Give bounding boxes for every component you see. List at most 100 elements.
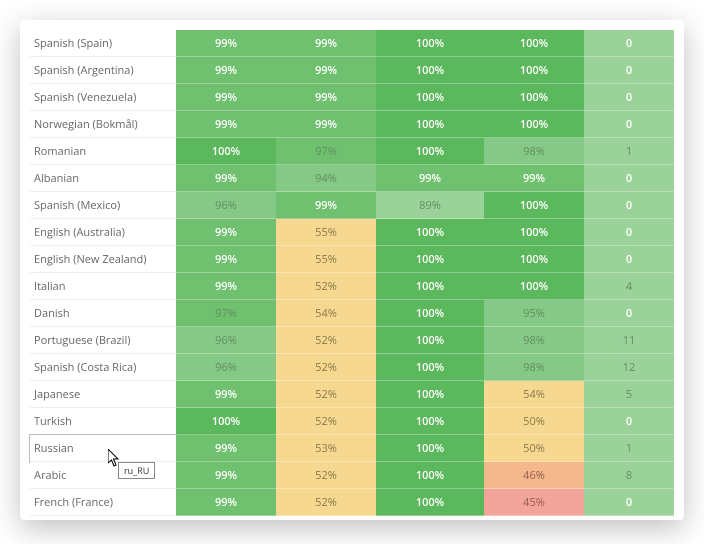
progress-cell[interactable]: 0: [584, 57, 674, 84]
progress-cell[interactable]: 52%: [276, 327, 376, 354]
progress-cell[interactable]: 1: [584, 435, 674, 462]
progress-cell[interactable]: 52%: [276, 354, 376, 381]
progress-cell[interactable]: 100%: [376, 381, 484, 408]
language-label[interactable]: French (France): [30, 489, 176, 516]
progress-cell[interactable]: 99%: [276, 84, 376, 111]
language-label[interactable]: Romanian: [30, 138, 176, 165]
progress-cell[interactable]: 97%: [276, 138, 376, 165]
progress-cell[interactable]: 100%: [376, 327, 484, 354]
progress-cell[interactable]: 52%: [276, 273, 376, 300]
progress-cell[interactable]: 45%: [484, 489, 584, 516]
table-row[interactable]: Norwegian (Bokmål)99%99%100%100%0: [30, 111, 674, 138]
progress-cell[interactable]: 99%: [176, 30, 276, 57]
progress-cell[interactable]: 8: [584, 462, 674, 489]
table-row[interactable]: Spanish (Costa Rica)96%52%100%98%12: [30, 354, 674, 381]
progress-cell[interactable]: 100%: [484, 219, 584, 246]
progress-cell[interactable]: 54%: [484, 381, 584, 408]
progress-cell[interactable]: 96%: [176, 192, 276, 219]
progress-cell[interactable]: 99%: [176, 273, 276, 300]
progress-cell[interactable]: 100%: [376, 111, 484, 138]
progress-cell[interactable]: 94%: [276, 165, 376, 192]
progress-cell[interactable]: 4: [584, 273, 674, 300]
progress-cell[interactable]: 0: [584, 111, 674, 138]
progress-cell[interactable]: 99%: [484, 165, 584, 192]
progress-cell[interactable]: 100%: [484, 57, 584, 84]
table-row[interactable]: Italian99%52%100%100%4: [30, 273, 674, 300]
progress-cell[interactable]: 100%: [376, 435, 484, 462]
progress-cell[interactable]: 99%: [276, 111, 376, 138]
table-row[interactable]: Romanian100%97%100%98%1: [30, 138, 674, 165]
table-row[interactable]: Spanish (Argentina)99%99%100%100%0: [30, 57, 674, 84]
progress-cell[interactable]: 11: [584, 327, 674, 354]
table-row[interactable]: Albanian99%94%99%99%0: [30, 165, 674, 192]
table-row[interactable]: English (New Zealand)99%55%100%100%0: [30, 246, 674, 273]
language-label[interactable]: English (Australia): [30, 219, 176, 246]
progress-cell[interactable]: 99%: [176, 381, 276, 408]
progress-cell[interactable]: 46%: [484, 462, 584, 489]
progress-cell[interactable]: 98%: [484, 354, 584, 381]
progress-cell[interactable]: 99%: [176, 435, 276, 462]
progress-cell[interactable]: 50%: [484, 408, 584, 435]
progress-cell[interactable]: 100%: [484, 192, 584, 219]
progress-cell[interactable]: 96%: [176, 327, 276, 354]
table-row[interactable]: Spanish (Mexico)96%99%89%100%0: [30, 192, 674, 219]
progress-cell[interactable]: 99%: [176, 57, 276, 84]
progress-cell[interactable]: 99%: [276, 192, 376, 219]
table-row[interactable]: Japanese99%52%100%54%5: [30, 381, 674, 408]
language-label[interactable]: Spanish (Spain): [30, 30, 176, 57]
table-row[interactable]: Russianru_RU99%53%100%50%1: [30, 435, 674, 462]
progress-cell[interactable]: 100%: [484, 246, 584, 273]
progress-cell[interactable]: 100%: [376, 273, 484, 300]
progress-cell[interactable]: 100%: [484, 273, 584, 300]
language-label[interactable]: Turkish: [30, 408, 176, 435]
progress-cell[interactable]: 100%: [176, 138, 276, 165]
progress-cell[interactable]: 0: [584, 84, 674, 111]
progress-cell[interactable]: 99%: [176, 84, 276, 111]
language-label[interactable]: Russianru_RU: [30, 435, 176, 462]
progress-cell[interactable]: 55%: [276, 219, 376, 246]
progress-cell[interactable]: 0: [584, 30, 674, 57]
progress-cell[interactable]: 99%: [176, 489, 276, 516]
progress-cell[interactable]: 100%: [376, 138, 484, 165]
table-row[interactable]: Turkish100%52%100%50%0: [30, 408, 674, 435]
table-row[interactable]: Spanish (Spain)99%99%100%100%0: [30, 30, 674, 57]
progress-cell[interactable]: 53%: [276, 435, 376, 462]
progress-cell[interactable]: 99%: [176, 246, 276, 273]
progress-cell[interactable]: 0: [584, 165, 674, 192]
progress-cell[interactable]: 96%: [176, 354, 276, 381]
language-label[interactable]: Italian: [30, 273, 176, 300]
progress-cell[interactable]: 0: [584, 246, 674, 273]
progress-cell[interactable]: 100%: [484, 30, 584, 57]
progress-cell[interactable]: 0: [584, 192, 674, 219]
progress-cell[interactable]: 89%: [376, 192, 484, 219]
language-label[interactable]: Japanese: [30, 381, 176, 408]
progress-cell[interactable]: 100%: [376, 246, 484, 273]
language-label[interactable]: Albanian: [30, 165, 176, 192]
table-row[interactable]: Danish97%54%100%95%0: [30, 300, 674, 327]
progress-cell[interactable]: 0: [584, 300, 674, 327]
progress-cell[interactable]: 12: [584, 354, 674, 381]
progress-cell[interactable]: 99%: [276, 57, 376, 84]
progress-cell[interactable]: 5: [584, 381, 674, 408]
progress-cell[interactable]: 100%: [376, 30, 484, 57]
progress-cell[interactable]: 55%: [276, 246, 376, 273]
progress-cell[interactable]: 95%: [484, 300, 584, 327]
language-label[interactable]: Danish: [30, 300, 176, 327]
progress-cell[interactable]: 0: [584, 489, 674, 516]
language-label[interactable]: English (New Zealand): [30, 246, 176, 273]
progress-cell[interactable]: 100%: [376, 219, 484, 246]
table-row[interactable]: Spanish (Venezuela)99%99%100%100%0: [30, 84, 674, 111]
progress-cell[interactable]: 99%: [176, 111, 276, 138]
language-label[interactable]: Spanish (Mexico): [30, 192, 176, 219]
progress-cell[interactable]: 98%: [484, 327, 584, 354]
table-row[interactable]: Portuguese (Brazil)96%52%100%98%11: [30, 327, 674, 354]
progress-cell[interactable]: 99%: [176, 462, 276, 489]
progress-cell[interactable]: 52%: [276, 462, 376, 489]
language-label[interactable]: Spanish (Argentina): [30, 57, 176, 84]
table-row[interactable]: French (France)99%52%100%45%0: [30, 489, 674, 516]
progress-cell[interactable]: 100%: [376, 354, 484, 381]
language-label[interactable]: Portuguese (Brazil): [30, 327, 176, 354]
table-row[interactable]: English (Australia)99%55%100%100%0: [30, 219, 674, 246]
progress-cell[interactable]: 99%: [176, 165, 276, 192]
progress-cell[interactable]: 50%: [484, 435, 584, 462]
